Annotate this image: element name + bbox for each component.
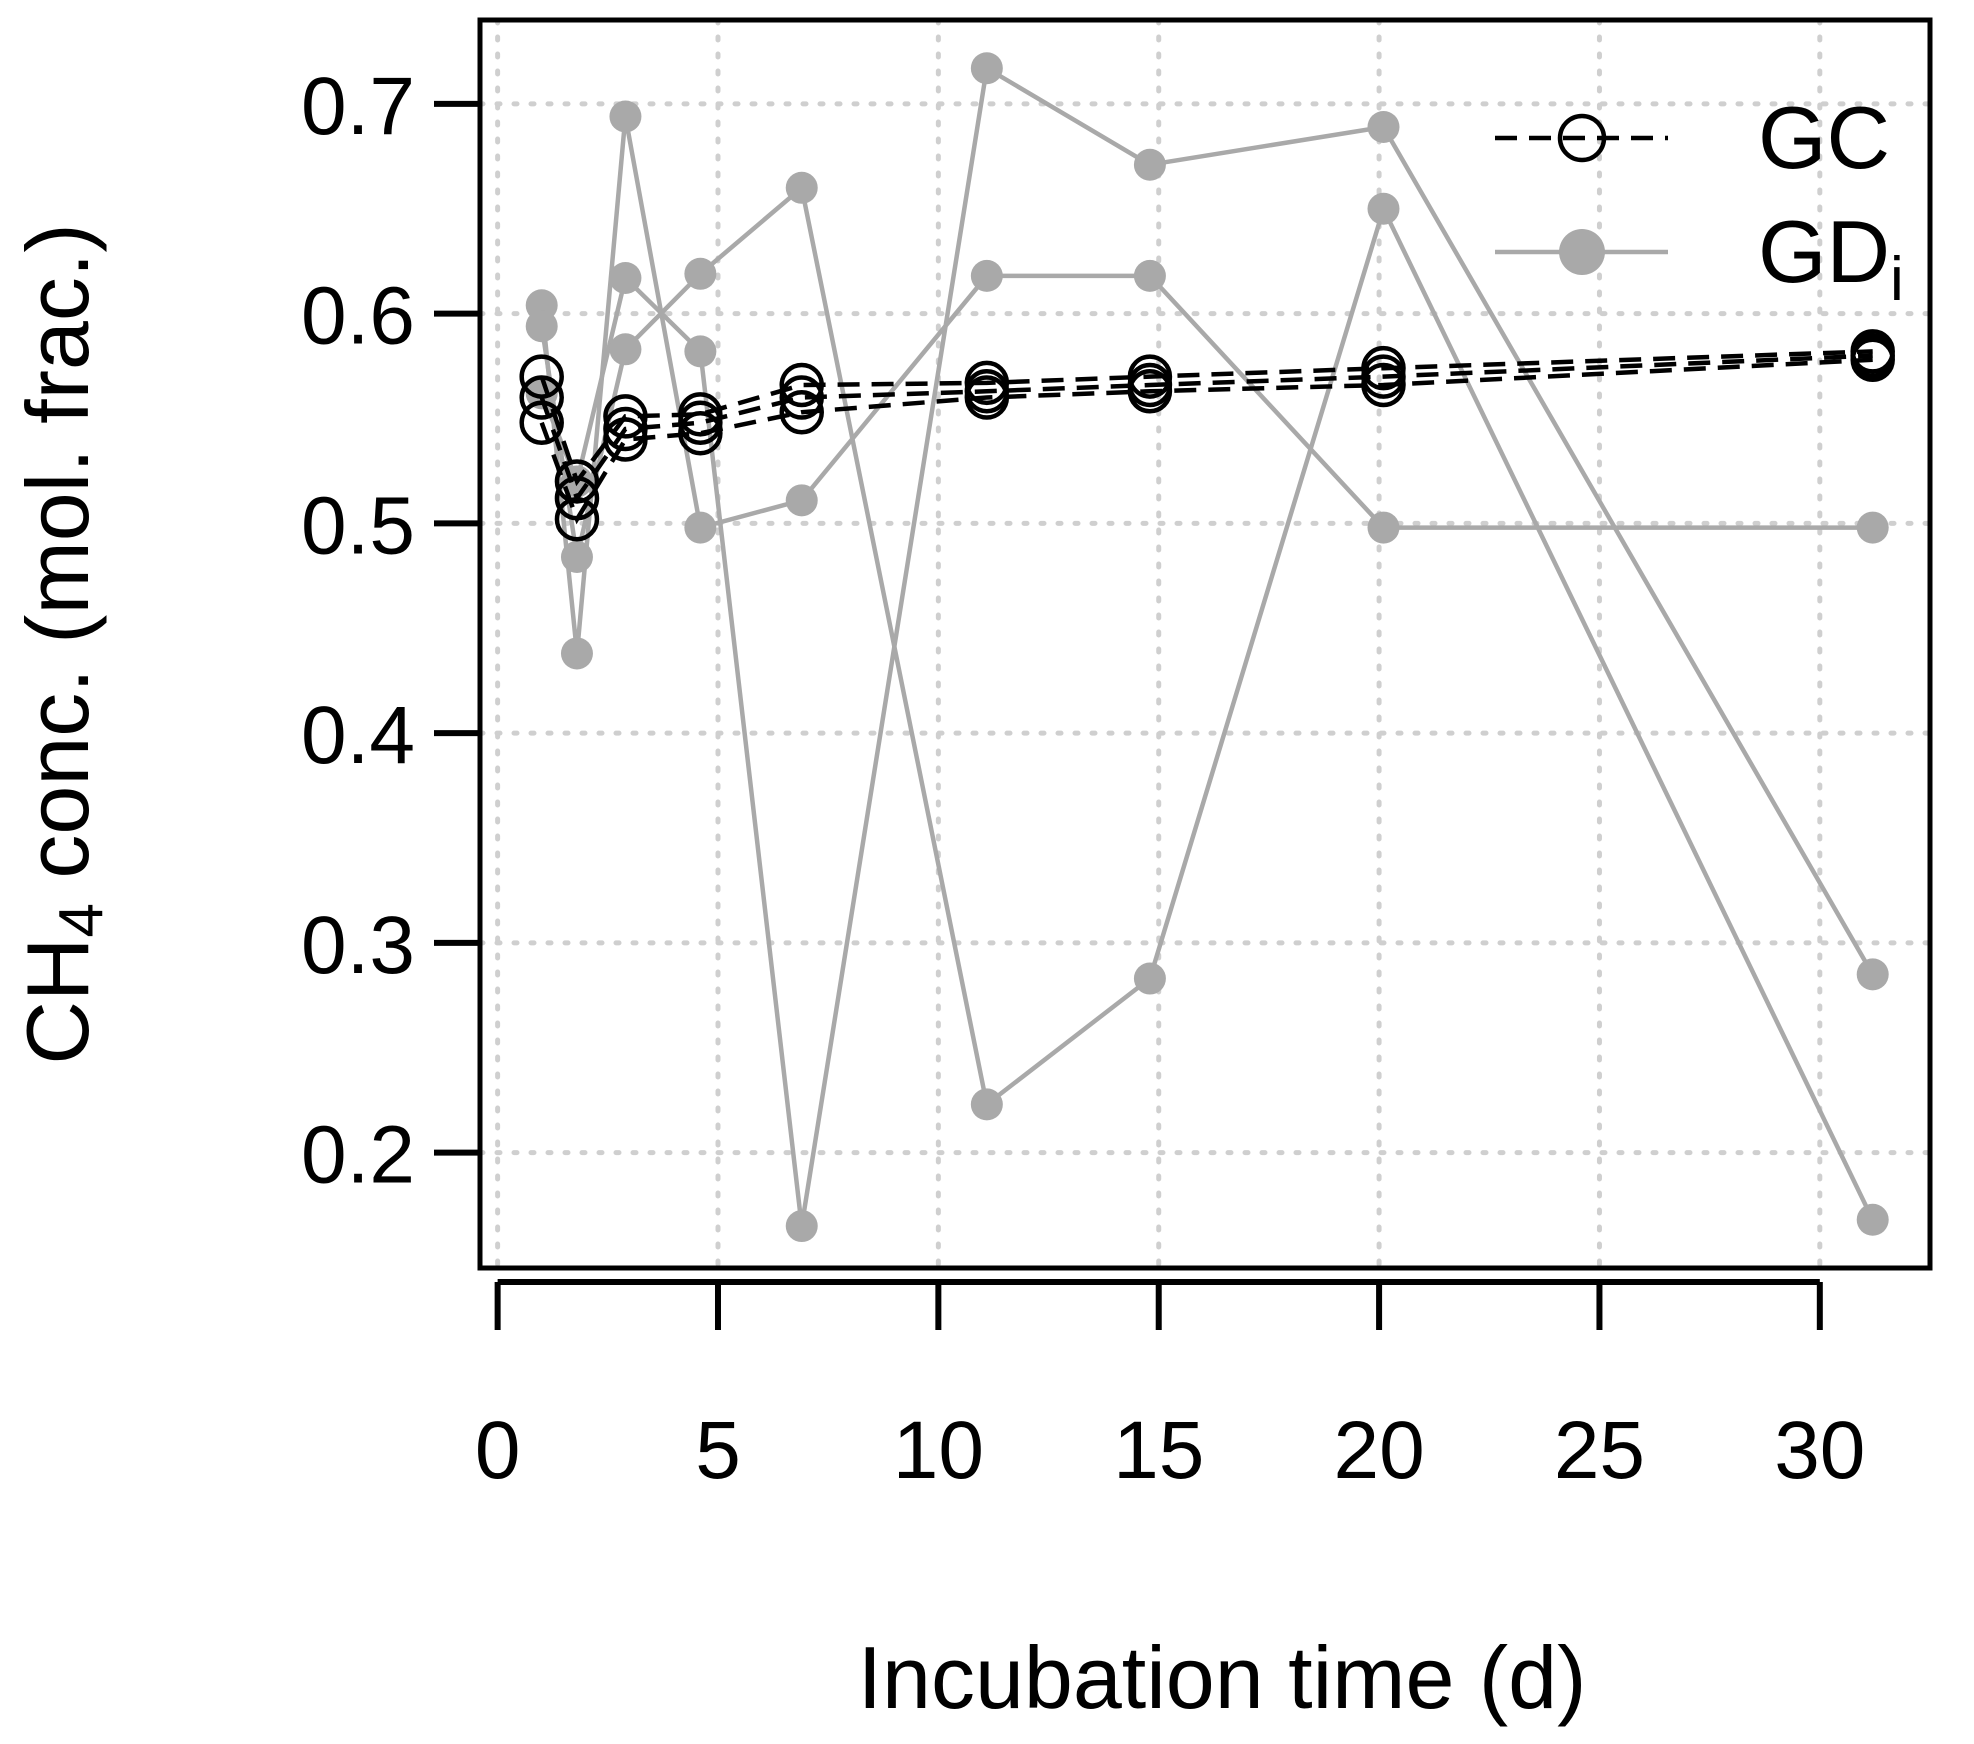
gc-series-lines <box>539 349 1873 525</box>
gc-series-0-point-2 <box>603 394 648 439</box>
y-tick-label-2: 0.4 <box>301 690 415 781</box>
gd-series-4-point-5 <box>970 1088 1003 1121</box>
y-axis-title-suffix: conc. (mol. frac.) <box>8 223 107 903</box>
gd-series-3-point-7 <box>1367 511 1400 544</box>
x-axis-title: Incubation time (d) <box>858 1628 1587 1727</box>
y-tick-label-4: 0.6 <box>301 271 415 362</box>
gd-series-4-point-4 <box>785 171 818 204</box>
x-tick-label-4: 20 <box>1333 1405 1424 1496</box>
gc-series-2-point-7 <box>1361 362 1406 408</box>
gc-series-points <box>519 329 1895 542</box>
gd-series-5-point-4 <box>785 1210 818 1243</box>
gd-series-lines <box>539 64 1875 1227</box>
gc-series-2-point-3 <box>678 410 723 456</box>
legend-gd-label-subscript: i <box>1890 245 1904 314</box>
gd-series-4-point-2 <box>609 333 642 366</box>
legend-gd-label-main: GD <box>1758 202 1890 301</box>
gc-series-1-point-2 <box>603 406 648 452</box>
gd-series-3-point-1 <box>560 637 593 670</box>
legend-gc-marker <box>1557 113 1607 163</box>
legend-gc-label: GC <box>1758 88 1890 187</box>
gd-series-4-point-6 <box>1133 962 1166 995</box>
gd-series-5-point-2 <box>609 261 642 294</box>
x-tick-label-6: 30 <box>1774 1405 1865 1496</box>
x-tick-label-2: 10 <box>893 1405 984 1496</box>
y-tick-label-3: 0.5 <box>301 480 415 571</box>
gd-series-3-point-8 <box>1856 511 1889 544</box>
gd-series-3-point-4 <box>785 484 818 517</box>
y-axis-title-subscript: 4 <box>47 903 116 937</box>
gd-series-3-point-6 <box>1133 259 1166 292</box>
gc-series-1-point-1 <box>554 475 600 521</box>
legend: GC GDi <box>1495 88 1904 314</box>
gc-series-0-line <box>539 349 1873 487</box>
gc-series-2-point-0 <box>519 400 564 445</box>
gd-series-points <box>525 52 1889 1243</box>
y-axis-title-prefix: CH <box>8 938 107 1065</box>
gd-series-5-point-8 <box>1856 958 1889 991</box>
y-tick-label-5: 0.7 <box>301 61 415 152</box>
legend-gd-label: GDi <box>1758 202 1904 314</box>
gd-series-5-point-7 <box>1367 110 1400 143</box>
gc-series-2-point-2 <box>603 417 648 462</box>
gd-series-4-point-7 <box>1367 192 1400 225</box>
gd-series-4-point-1 <box>560 540 593 573</box>
gc-series-2-line <box>539 357 1873 525</box>
gd-series-4-point-0 <box>525 310 558 343</box>
legend-entry-gd: GDi <box>1495 202 1904 314</box>
y-axis-title: CH4 conc. (mol. frac.) <box>8 223 116 1064</box>
gd-series-3-point-3 <box>684 511 717 544</box>
gc-series-1-point-4 <box>779 375 824 420</box>
grid <box>477 17 1933 1271</box>
gd-series-5-point-6 <box>1133 148 1166 181</box>
gc-series-1-point-3 <box>678 400 723 445</box>
x-axis: 0 5 10 15 20 25 30 <box>475 1279 1865 1496</box>
x-tick-label-3: 15 <box>1113 1405 1204 1496</box>
x-tick-label-0: 0 <box>475 1405 521 1496</box>
plot-frame <box>477 17 1933 1271</box>
legend-entry-gc: GC <box>1495 88 1890 187</box>
gc-series-2-point-1 <box>554 496 600 542</box>
gd-series-3-point-2 <box>609 100 642 133</box>
gd-series-3-point-5 <box>970 259 1003 292</box>
gc-series-2-point-8 <box>1850 337 1895 383</box>
gc-series-1-point-0 <box>519 375 564 420</box>
gc-series-2-point-4 <box>779 389 824 435</box>
gd-series-4-point-3 <box>684 257 717 290</box>
x-tick-label-1: 5 <box>695 1405 741 1496</box>
gd-series-5-point-3 <box>684 335 717 368</box>
gd-series-5-point-0 <box>525 377 558 410</box>
gc-series-0-point-4 <box>779 362 824 408</box>
gc-series-2-point-5 <box>964 375 1010 420</box>
gc-series-2-point-6 <box>1127 369 1173 414</box>
y-tick-label-0: 0.2 <box>301 1110 415 1201</box>
gd-series-3-line <box>539 116 1873 654</box>
x-tick-label-5: 25 <box>1554 1405 1645 1496</box>
gc-series-0-point-0 <box>519 354 564 399</box>
legend-gd-marker <box>1559 229 1605 275</box>
gd-series-5-point-5 <box>970 52 1003 85</box>
gd-series-4-point-8 <box>1856 1203 1889 1236</box>
y-tick-label-1: 0.3 <box>301 900 415 991</box>
y-axis: 0.2 0.3 0.4 0.5 0.6 0.7 <box>301 61 480 1201</box>
